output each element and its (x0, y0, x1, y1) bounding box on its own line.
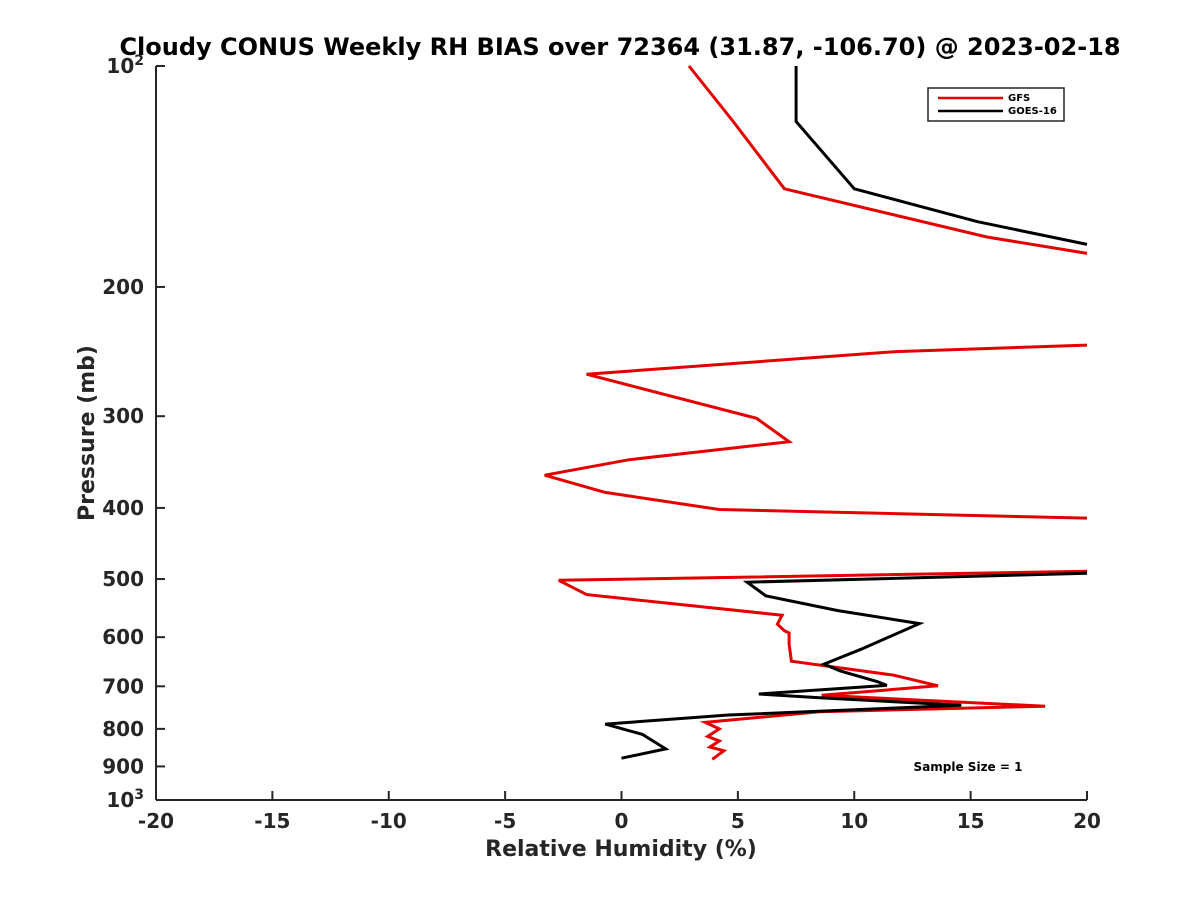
series-layer (544, 65, 1088, 761)
legend-label-gfs: GFS (1008, 93, 1030, 104)
x-tick-label: -20 (138, 809, 174, 833)
y-tick-label: 700 (102, 674, 144, 698)
x-tick-label: 20 (1073, 809, 1101, 833)
x-tick-label: 10 (840, 809, 868, 833)
y-tick-label: 600 (102, 625, 144, 649)
x-tick-label: 15 (957, 809, 985, 833)
y-axis-label: Pressure (mb) (75, 345, 100, 521)
legend: GFS GOES-16 (927, 87, 1065, 122)
x-tick-label: -15 (254, 809, 290, 833)
series-line-gfs-segment-2 (558, 569, 1088, 761)
y-tick-label: 800 (102, 717, 144, 741)
series-line-goes16-segment-0 (794, 66, 1088, 246)
legend-box (927, 87, 1065, 122)
y-tick-label: 200 (102, 275, 144, 299)
x-ticks: -20 -15 -10 -5 0 5 10 15 20 (138, 791, 1101, 833)
legend-label-goes16: GOES-16 (1008, 106, 1057, 117)
series-line-gfs-segment-0 (687, 65, 1088, 255)
series-line-goes16-segment-1 (604, 571, 1088, 760)
y-ticks: 102 200 300 400 500 600 700 800 900 103 (102, 53, 165, 812)
y-tick-label: 102 (106, 53, 144, 78)
chart-title: Cloudy CONUS Weekly RH BIAS over 72364 (… (119, 33, 1120, 61)
y-tick-label: 900 (102, 754, 144, 778)
x-tick-label: 5 (731, 809, 745, 833)
y-tick-label: 500 (102, 567, 144, 591)
x-tick-label: -10 (371, 809, 407, 833)
x-axis-label: Relative Humidity (%) (485, 837, 757, 862)
axes (155, 66, 1087, 801)
sample-size-annotation: Sample Size = 1 (914, 760, 1023, 774)
y-tick-label: 400 (102, 496, 144, 520)
x-tick-label: 0 (615, 809, 629, 833)
series-line-gfs-segment-1 (544, 343, 1088, 520)
x-tick-label: -5 (494, 809, 516, 833)
y-tick-label: 103 (106, 787, 144, 812)
y-tick-label: 300 (102, 404, 144, 428)
